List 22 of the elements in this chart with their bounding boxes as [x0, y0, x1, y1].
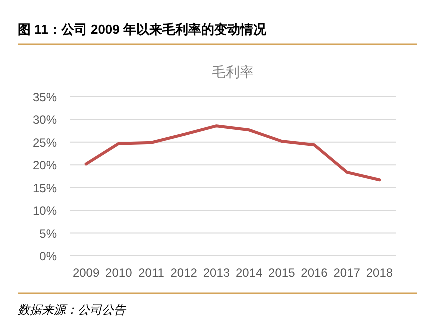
- y-tick-label: 25%: [32, 136, 58, 150]
- x-tick-label: 2014: [236, 266, 263, 280]
- x-tick-label: 2016: [301, 266, 328, 280]
- y-tick-label: 5%: [40, 226, 58, 241]
- y-tick-label: 10%: [32, 204, 58, 218]
- y-tick-label: 20%: [32, 158, 58, 173]
- line-series: [84, 124, 382, 182]
- chart-subtitle: 毛利率: [212, 64, 254, 80]
- x-tick-label: 2012: [170, 266, 198, 280]
- x-tick-label: 2009: [72, 266, 100, 280]
- x-tick-label: 2011: [138, 266, 165, 280]
- x-tick-label: 2015: [268, 266, 296, 280]
- y-tick-label: 15%: [32, 181, 58, 196]
- source-note: 数据来源：公司公告: [18, 303, 127, 317]
- y-tick-label: 30%: [32, 113, 58, 128]
- y-tick-label: 35%: [32, 90, 58, 104]
- x-tick-label: 2010: [106, 266, 133, 280]
- chart-title: 图 11：公司 2009 年以来毛利率的变动情况: [18, 22, 268, 37]
- y-tick-label: 0%: [40, 250, 58, 264]
- x-tick-label: 2017: [334, 266, 361, 280]
- x-tick-label: 2013: [203, 266, 230, 280]
- x-tick-label: 2018: [366, 266, 394, 280]
